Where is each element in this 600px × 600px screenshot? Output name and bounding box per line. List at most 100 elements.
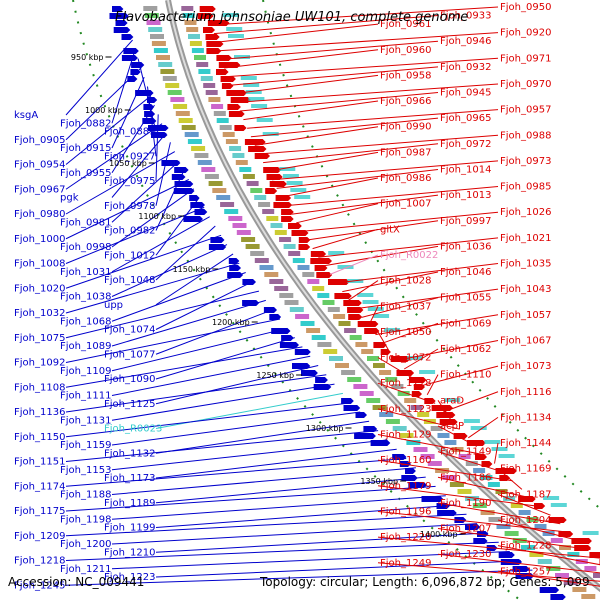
right-connector-line [437, 476, 532, 499]
reverse-gene-arrow [343, 405, 361, 411]
right-connector-line [221, 40, 439, 60]
cog-category-bar [529, 552, 544, 557]
left-connector-line [111, 132, 167, 198]
cog-category-bar [270, 223, 283, 228]
cog-category-bar [283, 244, 296, 249]
right-connector-line [377, 485, 541, 508]
cog-category-bar [241, 237, 256, 242]
cog-category-bar [458, 454, 471, 459]
cog-category-bar [302, 272, 315, 277]
cog-category-bar [366, 398, 381, 403]
cog-category-bar [581, 594, 596, 599]
left-gene-label: Fjoh_1125 [104, 399, 155, 410]
left-gene-label: Fjoh_1175 [14, 506, 65, 517]
forward-gene-arrow [436, 412, 456, 418]
left-gene-label: Fjoh_0915 [60, 143, 111, 154]
left-gene-label: Fjoh_0980 [14, 209, 65, 220]
cog-category-bar [355, 342, 368, 347]
right-gene-label: Fjoh_1013 [440, 190, 491, 201]
gc-content-bar [282, 174, 299, 178]
cog-category-bar [593, 573, 600, 578]
left-connector-line [111, 160, 180, 223]
forward-gene-arrow [273, 202, 293, 208]
left-gene-label: Fjoh_1074 [104, 325, 155, 336]
left-gene-label: Fjoh_1108 [14, 382, 65, 393]
left-connector-line [155, 365, 319, 405]
left-gene-label: Fjoh_1223 [104, 572, 155, 583]
left-gene-label: Fjoh_1151 [14, 457, 65, 468]
left-gene-label: Fjoh_1012 [104, 250, 155, 261]
scale-label: 1000 kbp [85, 106, 123, 115]
gc-content-bar [222, 13, 239, 17]
scale-label: 1100 kbp [138, 212, 176, 221]
gc-content-bar [543, 496, 560, 500]
forward-gene-arrow [364, 328, 380, 334]
left-connector-line [65, 179, 190, 240]
left-gene-label: Fjoh_1153 [60, 465, 111, 476]
left-connector-line [155, 337, 295, 380]
cog-category-bar [465, 496, 480, 501]
label-connector-lines [65, 6, 600, 587]
left-gene-label: Fjoh_0954 [14, 160, 65, 171]
cog-category-bar [258, 202, 271, 207]
right-gene-label: Fjoh_1144 [500, 438, 551, 449]
gc-content-bar [444, 398, 461, 402]
gc-content-bar [290, 188, 307, 192]
right-connector-line [336, 263, 499, 284]
cog-category-bar [550, 538, 563, 543]
right-connector-line [211, 6, 499, 26]
forward-gene-arrow [197, 13, 214, 19]
cog-category-bar [266, 216, 279, 221]
left-connector-line [155, 448, 397, 479]
left-gene-label: Fjoh_0998 [60, 242, 111, 253]
left-gene-label: Fjoh_1020 [14, 283, 65, 294]
right-connector-line [403, 348, 439, 370]
right-connector-line [296, 203, 379, 224]
cog-category-bar [300, 321, 315, 326]
right-gene-label: Fjoh_R0022 [380, 250, 438, 261]
left-gene-label: Fjoh_0967 [14, 184, 65, 195]
gc-content-bar [226, 27, 243, 31]
cog-category-bar [198, 69, 211, 74]
right-gene-label: Fjoh_1257 [500, 566, 551, 577]
cog-category-bar [312, 286, 325, 291]
map-title: Flavobacterium johnsoniae UW101, complet… [115, 10, 468, 25]
scale-label: 1250 kbp [256, 371, 294, 380]
left-gene-label: Fjoh_0955 [60, 168, 111, 179]
reverse-gene-arrow [143, 104, 155, 110]
cog-category-bar [156, 55, 170, 60]
left-connector-line [111, 299, 266, 347]
reverse-gene-arrow [227, 272, 244, 278]
right-connector-line [329, 254, 379, 275]
forward-gene-arrow [589, 552, 600, 558]
left-gene-label: Fjoh_0882 [60, 118, 111, 129]
forward-gene-arrow [298, 244, 311, 250]
cog-category-bar [373, 363, 385, 368]
left-connector-line [155, 114, 159, 182]
left-gene-label: Fjoh_1211 [60, 564, 111, 575]
forward-gene-arrow [409, 377, 427, 383]
right-gene-label: Fjoh_1035 [500, 259, 551, 270]
right-gene-label: Fjoh_1110 [440, 370, 491, 381]
cog-category-bar [181, 125, 196, 130]
right-connector-line [396, 339, 499, 361]
left-connector-line [65, 569, 533, 586]
cog-category-bar [148, 27, 163, 32]
cog-category-bar [269, 279, 284, 284]
right-gene-label: Fjoh_0958 [380, 70, 431, 81]
cog-category-bar [222, 132, 235, 137]
left-connector-line [155, 142, 171, 206]
right-gene-label: Fjoh_1149 [440, 447, 491, 458]
right-gene-label: Fjoh_1179 [380, 481, 431, 492]
cog-category-bar [311, 335, 326, 340]
cog-category-bar [203, 83, 216, 88]
right-gene-label: Fjoh_0965 [440, 113, 491, 124]
cog-category-bar [292, 258, 305, 263]
cog-category-bar [488, 517, 503, 522]
forward-gene-arrow [466, 440, 486, 446]
right-gene-label: Fjoh_1116 [500, 387, 551, 398]
cog-category-bar [542, 531, 555, 536]
cog-category-bar [317, 293, 330, 298]
forward-gene-arrow [216, 69, 229, 75]
left-connector-line [111, 188, 195, 248]
